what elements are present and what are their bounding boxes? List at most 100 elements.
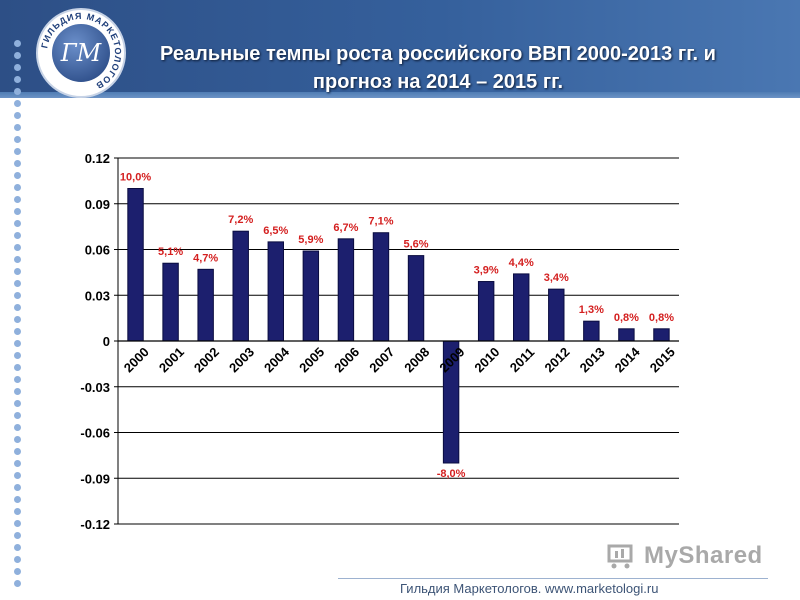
dot [14, 568, 21, 575]
dot [14, 100, 21, 107]
bar [583, 320, 600, 342]
dot [14, 256, 21, 263]
dot [14, 460, 21, 467]
dot [14, 280, 21, 287]
bar [548, 288, 565, 342]
dot [14, 40, 21, 47]
y-tick-label: -0.06 [80, 426, 110, 441]
logo-emblem [52, 24, 110, 82]
dot [14, 304, 21, 311]
dot [14, 412, 21, 419]
bar [197, 268, 214, 342]
dot [14, 196, 21, 203]
data-label: 3,9% [474, 265, 499, 277]
dot [14, 124, 21, 131]
dot [14, 544, 21, 551]
data-label: 5,1% [158, 246, 183, 258]
bar [407, 255, 425, 342]
dot [14, 136, 21, 143]
decorative-dots [13, 40, 29, 600]
bar [127, 188, 144, 342]
data-label: 0,8% [649, 312, 674, 324]
data-label: 0,8% [614, 312, 639, 324]
dot [14, 424, 21, 431]
dot [14, 556, 21, 563]
x-tick-label: 2001 [156, 344, 187, 375]
dot [14, 220, 21, 227]
dot [14, 532, 21, 539]
y-tick-label: 0.12 [85, 151, 110, 166]
dot [14, 376, 21, 383]
y-tick-label: -0.12 [80, 517, 110, 532]
x-tick-label: 2004 [261, 344, 293, 376]
x-tick-label: 2007 [366, 344, 397, 375]
data-label: 10,0% [120, 172, 151, 184]
bar [232, 230, 249, 342]
footer-text: Гильдия Маркетологов. www.marketologi.ru [400, 581, 659, 596]
data-label: 4,7% [193, 252, 218, 264]
bar [477, 281, 495, 342]
x-tick-label: 2011 [507, 345, 538, 376]
x-tick-label: 2002 [191, 344, 222, 375]
y-tick-label: 0.09 [85, 197, 110, 212]
dot [14, 364, 21, 371]
dot [14, 88, 21, 95]
myshared-watermark: MyShared [606, 540, 766, 574]
dot [14, 208, 21, 215]
cart-icon [607, 544, 633, 569]
bar [337, 238, 355, 342]
dot [14, 508, 21, 515]
bar [372, 232, 390, 342]
dot [14, 340, 21, 347]
dot [14, 160, 21, 167]
dot [14, 352, 21, 359]
x-tick-label: 2010 [471, 344, 502, 375]
dot [14, 316, 21, 323]
y-tick-label: 0 [103, 334, 110, 349]
data-label: 4,4% [509, 257, 534, 269]
dot [14, 328, 21, 335]
data-label: -8,0% [437, 468, 466, 480]
guild-logo: ГИЛЬДИЯ МАРКЕТОЛОГОВ ГМ [36, 8, 126, 98]
y-tick-label: -0.09 [80, 471, 110, 486]
x-tick-label: 2013 [577, 344, 608, 375]
bar [162, 262, 179, 342]
x-tick-label: 2014 [612, 344, 644, 376]
bar [302, 250, 320, 342]
dot [14, 436, 21, 443]
bar [653, 328, 670, 342]
data-label: 3,4% [544, 272, 569, 284]
bar [513, 273, 530, 342]
x-tick-label: 2000 [121, 344, 152, 375]
dot [14, 64, 21, 71]
footer-divider [338, 578, 768, 579]
dot [14, 388, 21, 395]
logo-monogram: ГМ [60, 39, 102, 67]
bar [267, 241, 284, 342]
dot [14, 484, 21, 491]
dot [14, 112, 21, 119]
data-label: 7,1% [368, 216, 393, 228]
y-tick-label: 0.06 [85, 243, 110, 258]
data-label: 6,7% [333, 222, 358, 234]
x-tick-label: 2015 [647, 344, 678, 375]
dot [14, 184, 21, 191]
dot [14, 292, 21, 299]
data-label: 1,3% [579, 304, 604, 316]
watermark-text: MyShared [644, 542, 763, 569]
data-label: 7,2% [228, 214, 253, 226]
dot [14, 400, 21, 407]
x-tick-label: 2005 [296, 344, 327, 375]
dot [14, 448, 21, 455]
dot [14, 472, 21, 479]
dot [14, 580, 21, 587]
x-tick-label: 2008 [401, 344, 432, 375]
dot [14, 52, 21, 59]
dot [14, 520, 21, 527]
x-tick-label: 2003 [226, 344, 257, 375]
data-label: 5,9% [298, 234, 323, 246]
dot [14, 496, 21, 503]
x-tick-label: 2012 [542, 344, 573, 375]
dot [14, 244, 21, 251]
